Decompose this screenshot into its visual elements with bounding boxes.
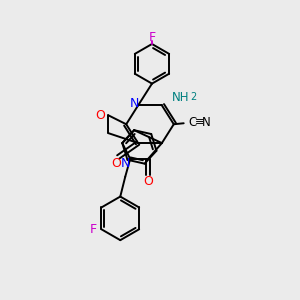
- Text: NH: NH: [172, 91, 190, 104]
- Text: F: F: [148, 31, 155, 44]
- Text: F: F: [90, 223, 97, 236]
- Text: ≡: ≡: [195, 117, 204, 127]
- Text: N: N: [202, 116, 211, 129]
- Text: O: O: [95, 109, 105, 122]
- Text: O: O: [111, 158, 121, 170]
- Text: N: N: [121, 158, 130, 170]
- Text: O: O: [143, 175, 153, 188]
- Text: N: N: [130, 97, 139, 110]
- Text: 2: 2: [190, 92, 197, 103]
- Text: C: C: [188, 116, 197, 129]
